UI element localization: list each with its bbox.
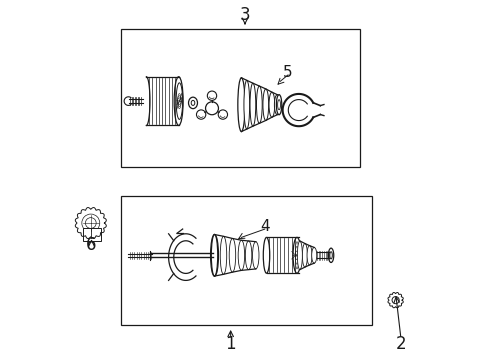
Circle shape (392, 297, 399, 304)
Circle shape (196, 110, 206, 119)
Ellipse shape (220, 236, 227, 274)
Bar (122, 30, 360, 167)
Ellipse shape (252, 242, 259, 269)
Ellipse shape (211, 234, 218, 276)
Ellipse shape (312, 247, 317, 263)
Ellipse shape (263, 89, 269, 121)
Ellipse shape (250, 83, 256, 126)
Circle shape (205, 102, 219, 115)
Text: 6: 6 (86, 235, 97, 253)
Circle shape (207, 91, 217, 100)
Ellipse shape (245, 241, 252, 270)
Text: 3: 3 (240, 6, 250, 24)
Bar (83, 228, 101, 241)
Ellipse shape (238, 78, 245, 132)
Ellipse shape (191, 100, 195, 105)
Ellipse shape (307, 246, 312, 265)
Ellipse shape (328, 248, 334, 262)
Ellipse shape (211, 234, 219, 276)
Ellipse shape (189, 97, 197, 109)
Ellipse shape (269, 92, 275, 117)
Ellipse shape (293, 237, 301, 273)
Text: 5: 5 (283, 65, 293, 80)
Bar (122, 196, 372, 325)
Ellipse shape (263, 237, 270, 273)
Text: 2: 2 (396, 335, 406, 353)
Text: 4: 4 (260, 219, 270, 234)
Ellipse shape (276, 95, 282, 115)
Ellipse shape (297, 241, 302, 270)
Ellipse shape (302, 243, 307, 267)
Ellipse shape (238, 240, 245, 270)
Ellipse shape (256, 86, 262, 123)
Ellipse shape (330, 252, 332, 259)
Ellipse shape (229, 238, 236, 272)
Ellipse shape (174, 77, 183, 126)
Circle shape (218, 110, 227, 119)
Ellipse shape (244, 80, 250, 129)
Ellipse shape (274, 95, 280, 115)
Text: 1: 1 (225, 335, 236, 353)
